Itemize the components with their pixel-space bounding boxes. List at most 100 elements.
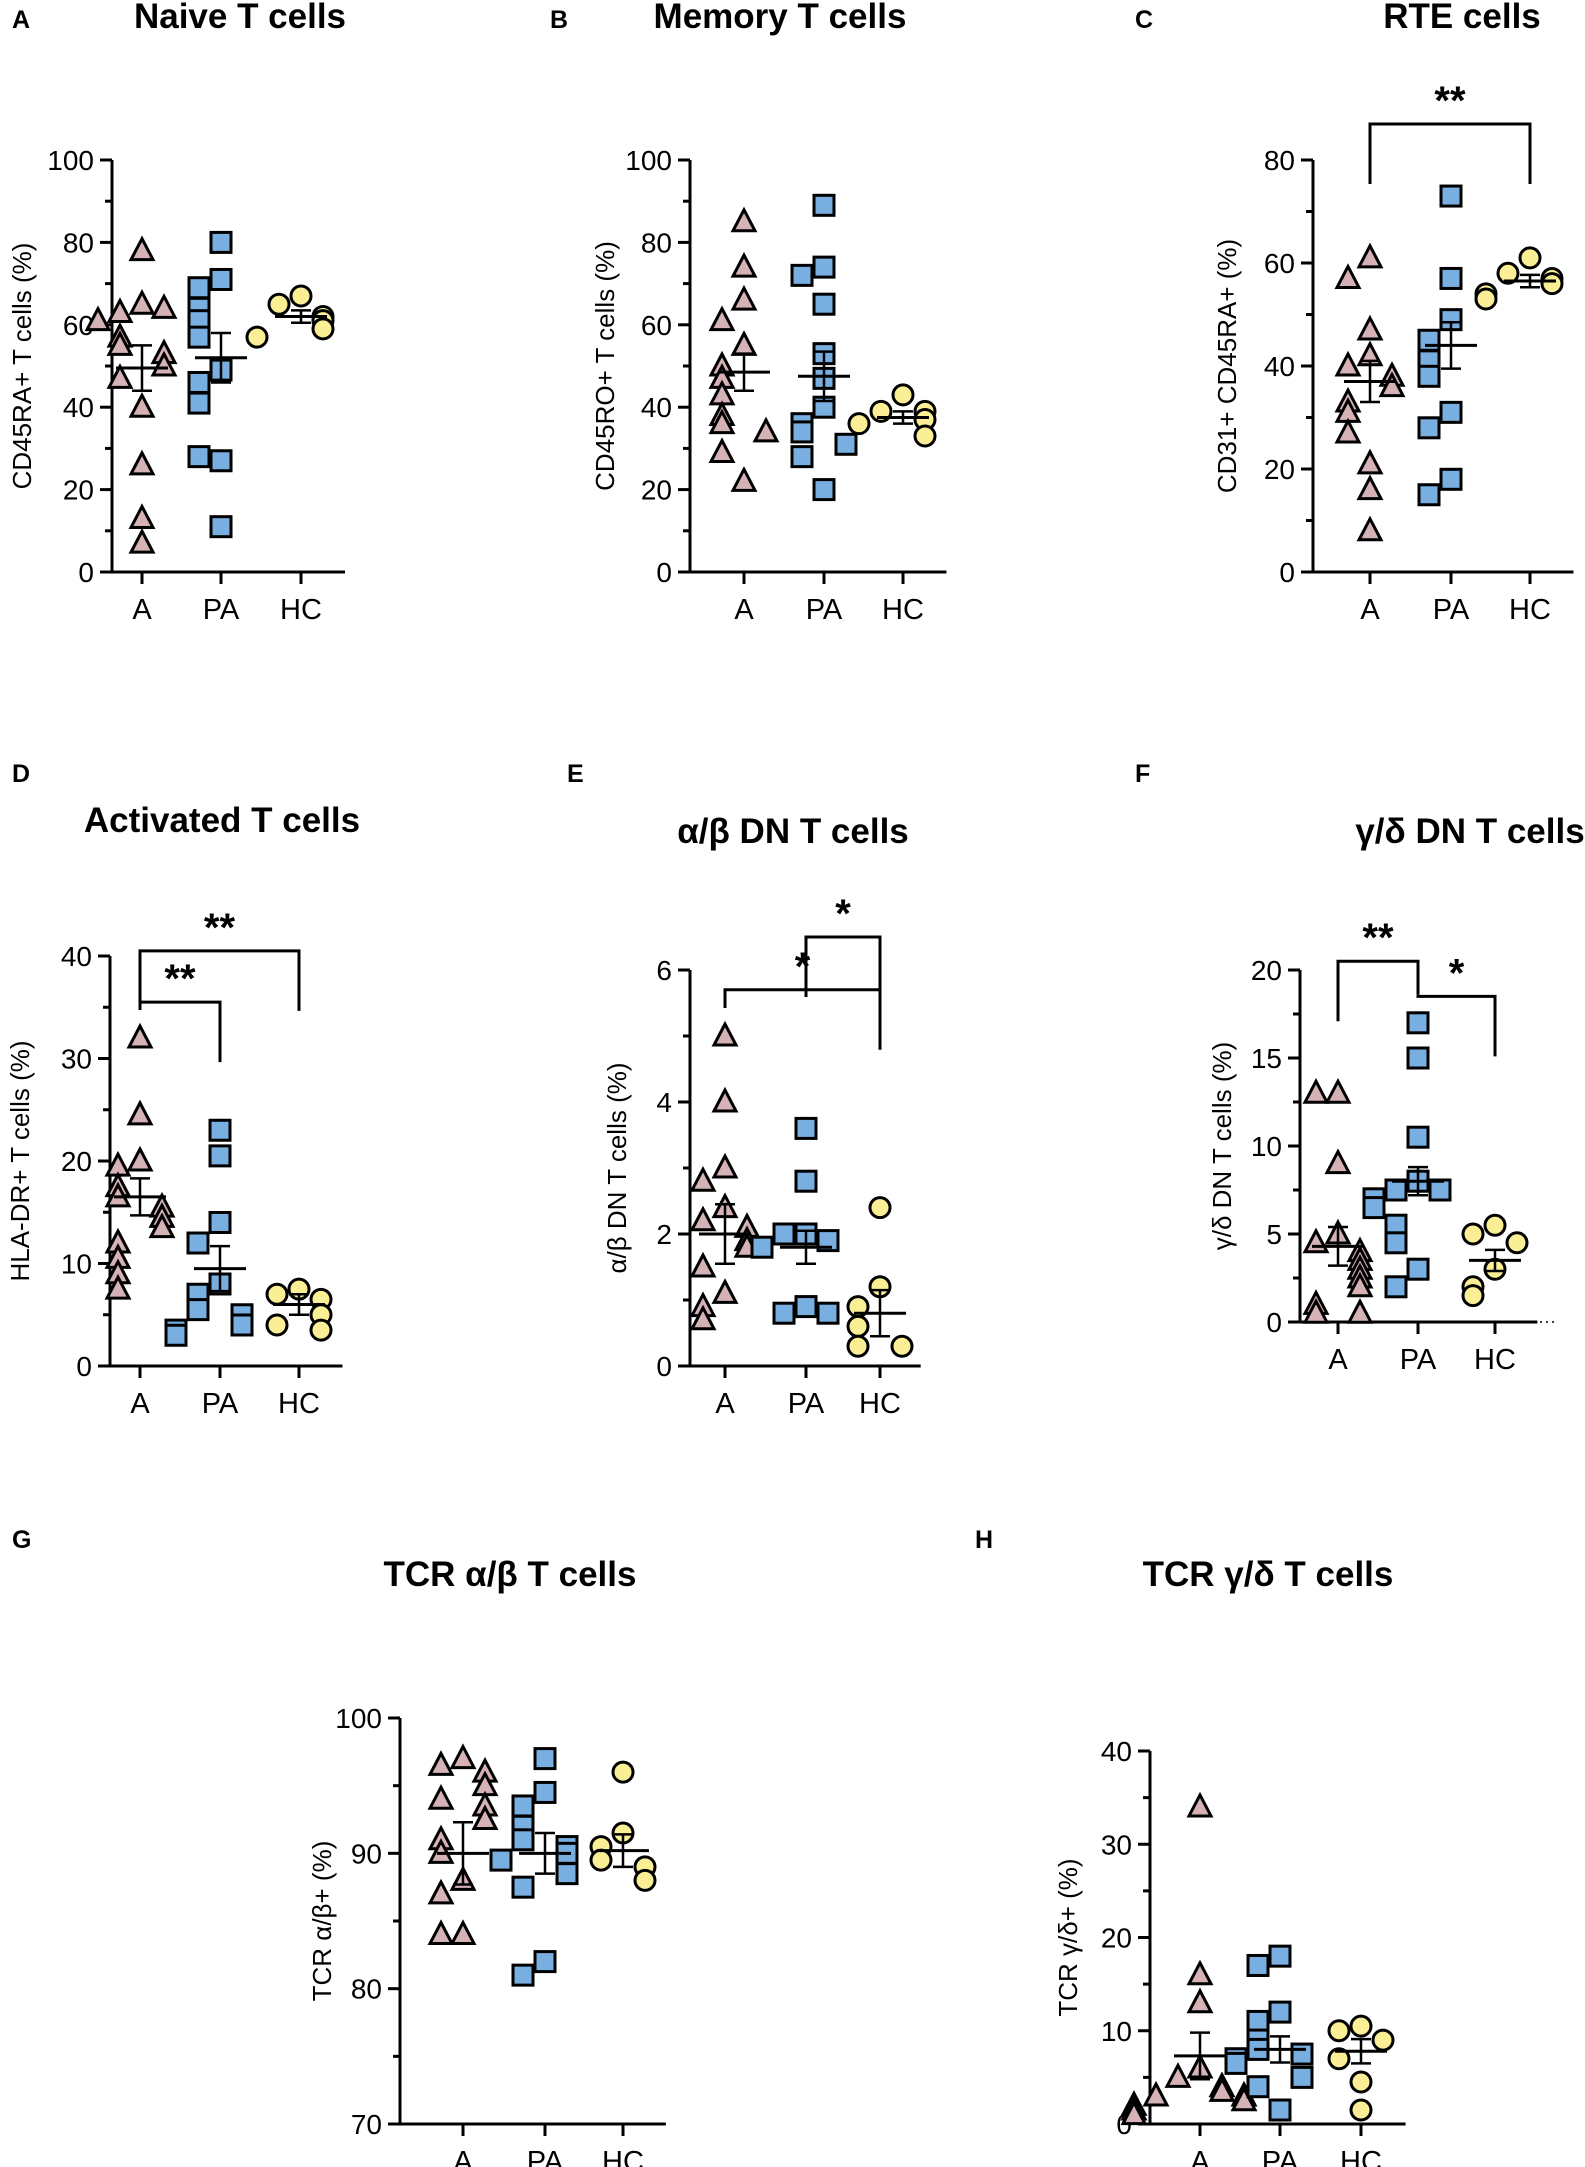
y-tick-label: 60 bbox=[1264, 248, 1295, 279]
data-point-PA bbox=[812, 478, 836, 502]
data-point-A bbox=[1334, 350, 1362, 377]
data-point-HC bbox=[589, 1848, 613, 1872]
y-tick-label: 10 bbox=[61, 1249, 92, 1280]
y-tick-label: 40 bbox=[61, 941, 92, 972]
data-point-HC bbox=[1461, 1222, 1485, 1246]
data-point-A bbox=[730, 284, 758, 311]
group-HC bbox=[847, 383, 937, 448]
y-tick-label: 20 bbox=[641, 475, 672, 506]
data-point-A bbox=[150, 293, 178, 319]
data-point-PA bbox=[1406, 1046, 1430, 1070]
data-point-A bbox=[1302, 1077, 1330, 1104]
panel-F: Fγ/δ DN T cells 0 5 10 15 20 γ/δ DN T cells (%… bbox=[1135, 760, 1585, 1376]
y-tick-label: 30 bbox=[1101, 1829, 1132, 1860]
panel-B: B Memory T cells 0 20 40 60 80 100 CD45RO+ T cel… bbox=[550, 0, 947, 626]
y-tick-label: 100 bbox=[335, 1703, 382, 1734]
data-point-A bbox=[106, 297, 134, 323]
data-point-A bbox=[1186, 1791, 1214, 1818]
data-point-A bbox=[711, 1020, 739, 1047]
data-point-PA bbox=[533, 1747, 557, 1771]
data-point-PA bbox=[1384, 1275, 1408, 1299]
data-point-PA bbox=[834, 432, 858, 456]
group-PA bbox=[164, 1118, 254, 1347]
y-axis-label: CD45RA+ T cells (%) bbox=[7, 243, 37, 490]
data-point-PA bbox=[230, 1313, 254, 1337]
data-point-A bbox=[730, 330, 758, 356]
y-tick-label: 0 bbox=[1266, 1307, 1282, 1338]
x-label-A: A bbox=[132, 594, 152, 626]
data-point-A bbox=[1186, 1987, 1214, 2014]
data-point-A bbox=[128, 449, 156, 476]
data-point-PA bbox=[1246, 2009, 1270, 2033]
data-point-A bbox=[126, 1022, 154, 1049]
data-point-PA bbox=[1406, 1011, 1430, 1035]
chart-title: RTE cells bbox=[1383, 0, 1541, 36]
y-tick-label: 40 bbox=[641, 392, 672, 423]
significance-bracket: ** bbox=[138, 906, 301, 1011]
group-A bbox=[1334, 242, 1406, 542]
data-point-HC bbox=[1327, 2019, 1351, 2043]
group-A bbox=[689, 1020, 761, 1331]
x-label-A: A bbox=[1360, 594, 1380, 626]
y-tick-label: 40 bbox=[1264, 351, 1295, 382]
chart-title: α/β DN T cells bbox=[677, 812, 909, 851]
y-axis-label: CD45RO+ T cells (%) bbox=[590, 241, 620, 491]
significance-bracket: ** bbox=[1368, 79, 1532, 184]
x-label-A: A bbox=[130, 1388, 150, 1420]
y-tick-label: 100 bbox=[625, 145, 672, 176]
group-HC bbox=[265, 1277, 333, 1342]
y-tick-label: 10 bbox=[1251, 1131, 1282, 1162]
significance-bracket: ** bbox=[1336, 916, 1420, 1022]
data-point-PA bbox=[1406, 1125, 1430, 1149]
y-tick-label: 0 bbox=[1279, 557, 1295, 588]
y-tick-label: 5 bbox=[1266, 1219, 1282, 1250]
group-A bbox=[427, 1743, 499, 1946]
data-point-A bbox=[126, 1099, 154, 1126]
data-point-HC bbox=[1505, 1231, 1529, 1255]
data-point-A bbox=[1324, 1077, 1352, 1104]
y-tick-label: 40 bbox=[1101, 1736, 1132, 1767]
significance-label: * bbox=[795, 945, 811, 989]
significance-label: ** bbox=[204, 906, 236, 950]
data-point-PA bbox=[1246, 1953, 1270, 1977]
data-point-PA bbox=[187, 276, 211, 300]
data-point-PA bbox=[511, 1875, 535, 1899]
panel-E: Eα/β DN T cells 0 2 4 6 α/β DN T cells (%) A PA… bbox=[567, 760, 921, 1420]
panel-C: C RTE cells 0 20 40 60 80 CD31+ CD45RA+ (%) A PA H… bbox=[1135, 0, 1574, 626]
data-point-A bbox=[471, 1804, 499, 1830]
data-point-HC bbox=[846, 1314, 870, 1338]
group-PA bbox=[489, 1747, 579, 1987]
data-point-A bbox=[1302, 1227, 1330, 1254]
data-point-HC bbox=[267, 292, 291, 316]
data-point-HC bbox=[611, 1760, 635, 1784]
x-label-A: A bbox=[1328, 1344, 1348, 1376]
y-axis-label: CD31+ CD45RA+ (%) bbox=[1212, 239, 1242, 493]
data-point-HC bbox=[847, 412, 871, 436]
data-point-PA bbox=[1417, 416, 1441, 440]
data-point-A bbox=[1346, 1297, 1374, 1324]
group-HC bbox=[245, 284, 335, 349]
data-point-HC bbox=[890, 1334, 914, 1358]
y-tick-label: 80 bbox=[351, 1974, 382, 2005]
data-point-HC bbox=[1371, 2028, 1395, 2052]
data-point-A bbox=[104, 1273, 132, 1300]
data-point-A bbox=[1378, 371, 1406, 398]
y-tick-label: 10 bbox=[1101, 2016, 1132, 2047]
y-tick-label: 20 bbox=[1101, 1923, 1132, 1954]
data-point-PA bbox=[1417, 483, 1441, 507]
bracket-line bbox=[723, 988, 882, 1050]
group-HC bbox=[1327, 2014, 1395, 2122]
data-point-HC bbox=[1349, 2070, 1373, 2094]
data-point-A bbox=[708, 305, 736, 332]
panel-D: D Activated T cells 0 10 20 30 40 HLA-DR+ T cel… bbox=[5, 760, 360, 1420]
data-point-PA bbox=[794, 1169, 818, 1193]
data-point-PA bbox=[772, 1301, 796, 1325]
x-label-A: A bbox=[1190, 2146, 1210, 2167]
data-point-HC bbox=[1540, 272, 1564, 296]
data-point-HC bbox=[265, 1282, 289, 1306]
data-point-PA bbox=[489, 1848, 513, 1872]
data-point-PA bbox=[812, 292, 836, 316]
y-axis-label: HLA-DR+ T cells (%) bbox=[5, 1040, 35, 1281]
data-point-PA bbox=[511, 1794, 535, 1818]
